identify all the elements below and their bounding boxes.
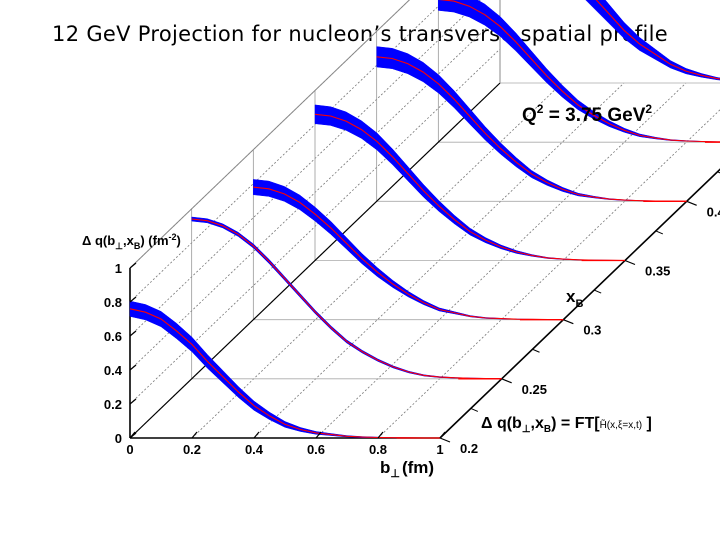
depth-tick [501,378,512,384]
series-xb-0.5 [585,0,720,81]
x-tick-label: 1 [436,442,443,457]
x-tick-label: 0.8 [369,442,387,457]
central-curve [129,308,440,439]
central-curve [438,0,720,143]
z-tick [129,398,137,405]
series-xb-0.45 [438,0,720,143]
central-curve [595,0,720,80]
x-tick [315,431,322,439]
depth-minor-tick [593,289,602,294]
depth-axis-title: xB [566,287,583,310]
depth-tick-label: 0.3 [583,323,601,338]
series-xb-0.2 [129,300,441,439]
depth-tick-label: 0.2 [460,441,478,456]
wall-top-line [129,0,411,269]
z-tick-label: 1 [115,261,122,276]
depth-tick-label: 0.35 [645,264,670,279]
panel-title: Q2 = 3.75 GeV2 [522,102,652,126]
series-layer [129,0,720,439]
x-tick-label: 0.6 [307,442,325,457]
depth-tick [686,200,697,206]
central-curve [191,218,502,380]
z-tick [129,262,137,269]
z-tick [129,296,137,303]
formula-annotation: Δ q(b⊥,xB) = FT[H̃(x,ξ=x,t) ] [481,415,652,435]
z-tick [129,364,137,371]
z-tick-label: 0.8 [104,295,122,310]
z-tick-label: 0.6 [104,329,122,344]
central-curve [253,186,564,321]
depth-tick [624,259,636,266]
depth-minor-tick [655,230,664,235]
error-band [585,0,720,81]
x-tick [129,431,136,439]
x-tick [191,431,198,439]
depth-tick [563,319,574,325]
central-curve [376,56,687,202]
z-tick-label: 0.4 [104,363,123,378]
depth-minor-tick [532,348,540,353]
series-xb-0.3 [253,179,564,321]
z-tick-label: 0.2 [104,397,122,412]
depth-tick-label: 0.25 [522,382,547,397]
floor-diagonal-line [129,82,501,439]
central-curve [314,113,626,262]
z-axis-title: Δ q(b⊥,xB) (fm-2) [82,232,181,251]
slide-title: 12 GeV Projection for nucleon’s transver… [52,22,668,46]
x-tick [377,431,384,439]
depth-tick-label: 0.4 [707,204,720,219]
ticks-layer: 0 0.2 0.4 0.6 0.8 1 0 0.2 0.4 0.6 0.8 1 0.2 0.25 0.3 0.… [104,171,720,457]
x-tick [253,431,260,439]
x-axis-title: b⊥ (fm) [380,458,434,480]
error-band [314,104,626,261]
x-tick-label: 0 [126,442,133,457]
x-tick-label: 0.2 [183,442,201,457]
series-xb-0.35 [314,104,626,262]
z-tick-label: 0 [115,431,122,446]
depth-minor-tick [717,171,720,174]
error-band [129,300,441,439]
x-tick [439,431,446,439]
depth-minor-tick [470,407,479,412]
z-tick [129,330,137,337]
depth-tick [439,437,451,443]
x-tick-label: 0.4 [245,442,264,457]
error-band [253,179,564,320]
